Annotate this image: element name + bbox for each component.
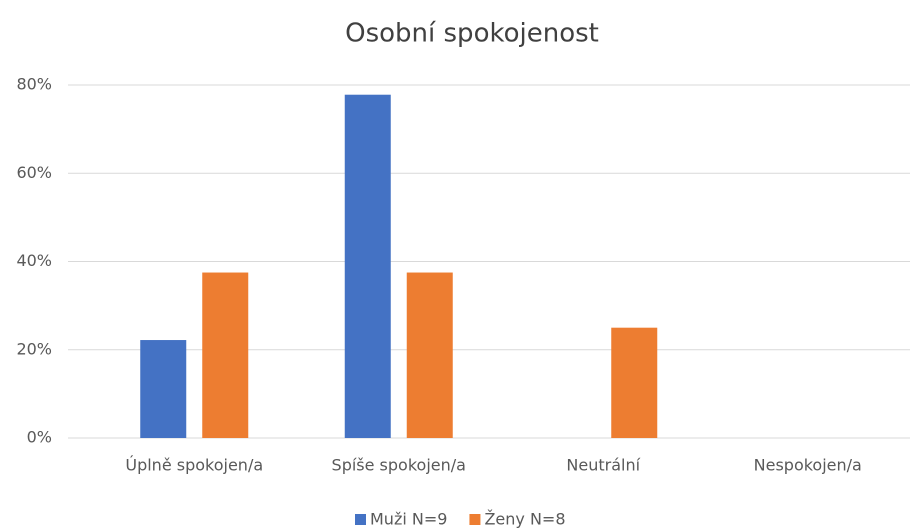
legend-label: Muži N=9 bbox=[370, 510, 447, 529]
x-tick-label: Spíše spokojen/a bbox=[332, 456, 466, 475]
bar bbox=[202, 272, 249, 438]
legend-swatch bbox=[469, 514, 481, 525]
x-tick-label: Úplně spokojen/a bbox=[125, 456, 263, 475]
bar bbox=[406, 272, 453, 438]
y-tick-label: 40% bbox=[16, 251, 52, 270]
x-tick-label: Nespokojen/a bbox=[754, 456, 862, 475]
y-tick-label: 80% bbox=[16, 75, 52, 94]
bar bbox=[140, 340, 187, 438]
bar bbox=[611, 327, 658, 438]
y-tick-label: 0% bbox=[27, 428, 52, 447]
y-tick-label: 60% bbox=[16, 163, 52, 182]
legend-swatch bbox=[355, 514, 366, 525]
bar bbox=[344, 94, 391, 439]
legend-label: Ženy N=8 bbox=[484, 510, 565, 529]
y-tick-label: 20% bbox=[16, 339, 52, 358]
chart-title: Osobní spokojenost bbox=[345, 19, 599, 49]
x-tick-label: Neutrální bbox=[566, 456, 640, 475]
